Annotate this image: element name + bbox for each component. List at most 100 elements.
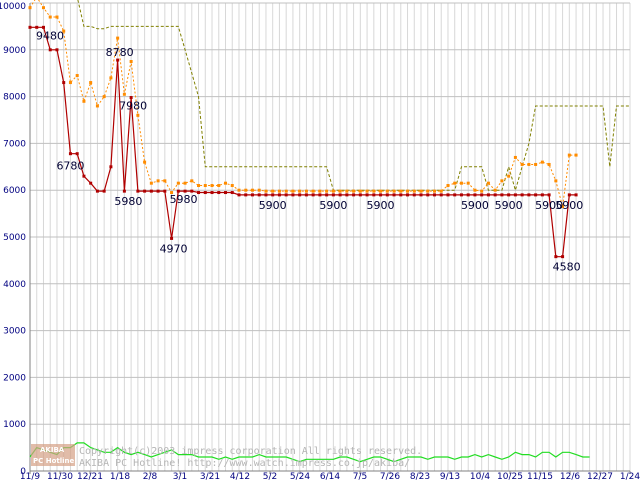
x-tick-label: 11/30 bbox=[47, 472, 73, 480]
series-1-point bbox=[210, 184, 214, 188]
series-1-point bbox=[358, 189, 362, 193]
series-1-point bbox=[439, 189, 443, 193]
series-2-point bbox=[277, 193, 281, 197]
x-tick-label: 11/9 bbox=[20, 472, 40, 480]
series-1-point bbox=[379, 189, 383, 193]
series-1-point bbox=[338, 189, 342, 193]
data-label: 5980 bbox=[170, 193, 198, 206]
series-1-point bbox=[75, 74, 79, 78]
series-1-point bbox=[459, 181, 463, 185]
series-1-point bbox=[230, 184, 234, 188]
x-tick-label: 9/13 bbox=[440, 472, 460, 480]
series-1-point bbox=[271, 189, 275, 193]
y-tick-label: 4000 bbox=[3, 280, 26, 290]
series-1-point bbox=[122, 92, 126, 96]
series-2-point bbox=[311, 193, 315, 197]
series-1-point bbox=[237, 188, 241, 192]
series-1-point bbox=[156, 179, 160, 183]
series-2-point bbox=[129, 96, 133, 100]
series-2-point bbox=[35, 25, 39, 29]
series-2-point bbox=[325, 193, 329, 197]
series-1-point bbox=[224, 181, 228, 185]
series-1-point bbox=[406, 189, 410, 193]
series-2-point bbox=[507, 193, 511, 197]
series-1-point bbox=[82, 99, 86, 103]
series-1-point bbox=[345, 189, 349, 193]
data-label: 5900 bbox=[259, 199, 287, 212]
series-2-point bbox=[163, 189, 167, 193]
y-tick-label: 0 bbox=[20, 467, 26, 477]
series-2-point bbox=[68, 152, 72, 156]
data-label: 5980 bbox=[114, 195, 142, 208]
x-tick-label: 5/2 bbox=[263, 472, 277, 480]
series-1-point bbox=[513, 155, 517, 159]
series-2-point bbox=[406, 193, 410, 197]
series-line-3 bbox=[29, 442, 590, 463]
series-1-point bbox=[41, 6, 45, 10]
series-2-point bbox=[399, 193, 403, 197]
series-2-point bbox=[554, 255, 558, 259]
series-2-point bbox=[358, 193, 362, 197]
series-2-point bbox=[116, 58, 120, 62]
chart-grid bbox=[29, 2, 631, 472]
series-2-point bbox=[41, 25, 45, 29]
site-url-line: AKIBA PC Hotline! http://www.watch.impre… bbox=[79, 458, 410, 469]
series-1-point bbox=[109, 76, 113, 80]
series-2-point bbox=[534, 193, 538, 197]
series-1-point bbox=[567, 153, 571, 157]
series-1-point bbox=[480, 189, 484, 193]
logo-badge-bottom: PC Hotline! bbox=[33, 457, 77, 465]
series-2-point bbox=[89, 181, 93, 185]
series-2-point bbox=[338, 193, 342, 197]
series-2-point bbox=[298, 193, 302, 197]
y-tick-label: 3000 bbox=[3, 327, 26, 337]
series-1-point bbox=[95, 104, 99, 108]
series-2-point bbox=[500, 193, 504, 197]
series-lines bbox=[28, 0, 630, 463]
series-2-point bbox=[412, 193, 416, 197]
series-2-point bbox=[513, 193, 517, 197]
series-1-point bbox=[48, 15, 52, 19]
y-tick-label: 10000 bbox=[0, 2, 26, 12]
series-2-point bbox=[345, 193, 349, 197]
series-1-point bbox=[102, 95, 106, 99]
data-label: 5900 bbox=[495, 199, 523, 212]
x-tick-label: 7/26 bbox=[380, 472, 400, 480]
series-2-point bbox=[379, 193, 383, 197]
series-1-point bbox=[446, 184, 450, 188]
series-2-point bbox=[224, 191, 228, 195]
x-tick-label: 3/21 bbox=[200, 472, 220, 480]
x-tick-label: 8/23 bbox=[410, 472, 430, 480]
series-2-point bbox=[480, 193, 484, 197]
series-2-point bbox=[217, 191, 221, 195]
series-1-point bbox=[432, 189, 436, 193]
series-1-point bbox=[116, 36, 120, 40]
series-1-point bbox=[399, 189, 403, 193]
copyright-line: Copyright(c)2003 impress corporation All… bbox=[79, 446, 422, 457]
series-2-point bbox=[561, 255, 565, 259]
series-2-point bbox=[291, 193, 295, 197]
series-1-point bbox=[311, 189, 315, 193]
series-1-point bbox=[89, 81, 93, 85]
series-2-point bbox=[527, 193, 531, 197]
series-1-point bbox=[28, 6, 32, 10]
series-1-point bbox=[257, 188, 261, 192]
series-2-point bbox=[136, 189, 140, 193]
series-2-point bbox=[210, 191, 214, 195]
data-label: 5900 bbox=[367, 199, 395, 212]
series-1-point bbox=[385, 189, 389, 193]
x-tick-label: 12/21 bbox=[77, 472, 103, 480]
series-1-point bbox=[426, 189, 430, 193]
x-tick-label: 5/24 bbox=[290, 472, 310, 480]
x-tick-label: 10/25 bbox=[497, 472, 523, 480]
data-label: 8780 bbox=[106, 46, 134, 59]
series-1-point bbox=[520, 162, 524, 166]
series-2-point bbox=[250, 193, 254, 197]
series-2-point bbox=[331, 193, 335, 197]
x-axis: 11/9 11/30 12/21 1/18 2/8 3/1 3/21 4/12 5/2 5/24 6… bbox=[20, 471, 640, 480]
series-2-point bbox=[385, 193, 389, 197]
series-2-point bbox=[446, 193, 450, 197]
data-label: 5900 bbox=[535, 199, 563, 212]
x-tick-label: 11/15 bbox=[527, 472, 553, 480]
